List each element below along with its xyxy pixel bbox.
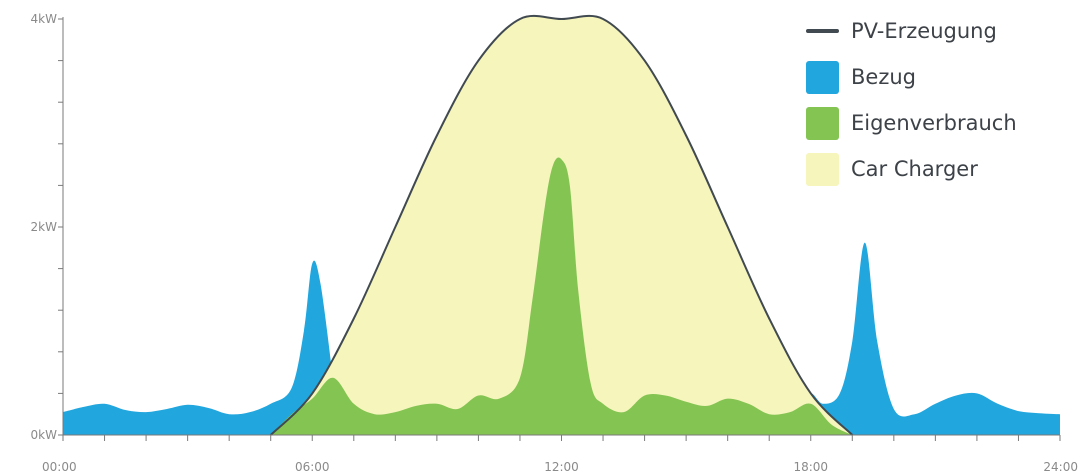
pv-line-swatch (806, 15, 839, 48)
x-tick-label: 06:00 (295, 460, 330, 474)
bezug-area-2 (802, 242, 1060, 435)
bezug-swatch (806, 60, 839, 94)
legend-item-eigen: Eigenverbrauch (806, 100, 1017, 146)
legend-item-car: Car Charger (806, 146, 1017, 192)
chart-areas (63, 14, 1060, 436)
x-tick-label: 24:00 (1043, 460, 1078, 474)
eigenverbrauch-swatch (806, 106, 839, 140)
legend-label-eigen: Eigenverbrauch (851, 111, 1017, 135)
y-tick-label: 2kW (31, 220, 58, 234)
legend-item-bezug: Bezug (806, 54, 1017, 100)
legend-label-pv: PV-Erzeugung (851, 19, 997, 43)
legend-label-bezug: Bezug (851, 65, 916, 89)
legend: PV-Erzeugung Bezug Eigenverbrauch Car Ch… (806, 8, 1017, 192)
car-charger-swatch (806, 152, 839, 186)
chart-axes: 0kW 2kW 4kW 00:00 06:00 12:00 18:00 24:00 (31, 12, 1078, 474)
pv-erzeugung-line (269, 14, 854, 436)
x-tick-label: 12:00 (544, 460, 579, 474)
legend-label-car: Car Charger (851, 157, 978, 181)
bezug-area-1 (63, 260, 333, 435)
legend-item-pv: PV-Erzeugung (806, 8, 1017, 54)
x-tick-label: 00:00 (42, 460, 77, 474)
eigenverbrauch-area (270, 157, 853, 436)
x-tick-label: 18:00 (793, 460, 828, 474)
y-tick-label: 0kW (31, 428, 58, 442)
y-tick-label: 4kW (31, 12, 58, 26)
